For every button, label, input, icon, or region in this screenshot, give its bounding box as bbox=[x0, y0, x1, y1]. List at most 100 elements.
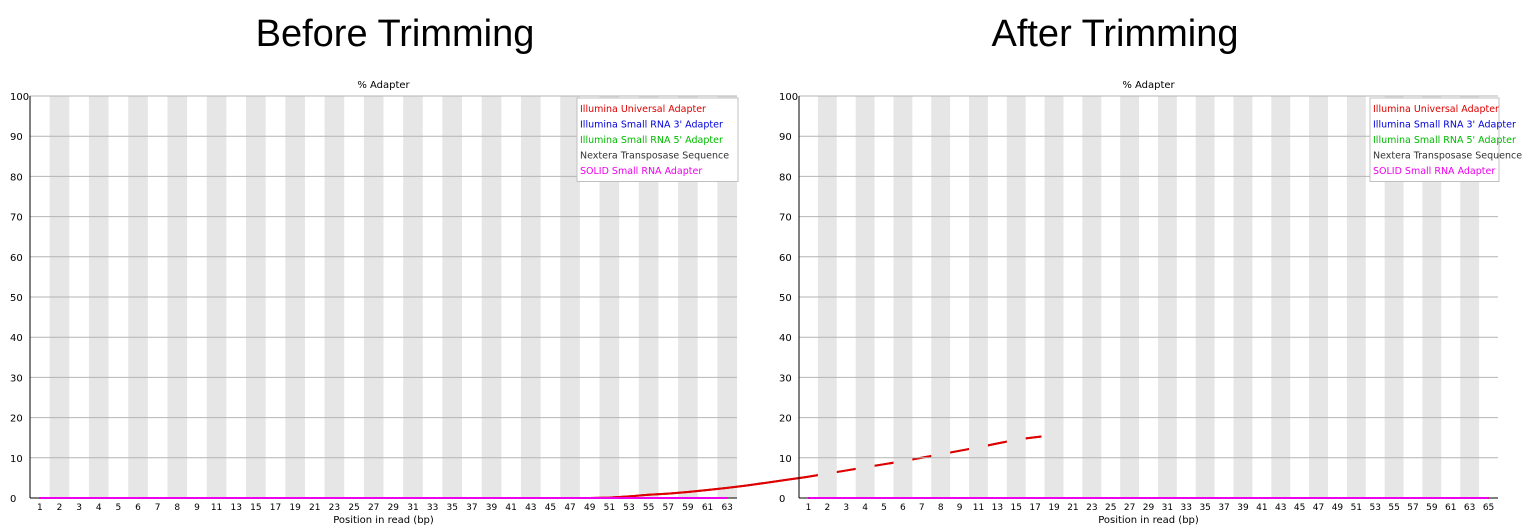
x-tick-label: 3 bbox=[76, 503, 82, 513]
chart-title: % Adapter bbox=[1122, 80, 1175, 91]
legend-entry: Illumina Small RNA 5' Adapter bbox=[1373, 135, 1516, 146]
y-tick-label: 50 bbox=[10, 293, 23, 304]
x-tick-label: 1 bbox=[37, 503, 43, 513]
x-tick-label: 23 bbox=[329, 503, 340, 513]
x-tick-label: 11 bbox=[973, 503, 984, 513]
legend-entry: SOLID Small RNA Adapter bbox=[1373, 166, 1495, 177]
x-tick-label: 33 bbox=[427, 503, 438, 513]
y-tick-label: 0 bbox=[779, 494, 785, 505]
x-tick-label: 15 bbox=[1011, 503, 1022, 513]
y-tick-label: 50 bbox=[779, 293, 792, 304]
x-tick-label: 25 bbox=[348, 503, 359, 513]
x-tick-label: 49 bbox=[584, 503, 596, 513]
x-axis-label: Position in read (bp) bbox=[1098, 515, 1199, 525]
x-tick-label: 2 bbox=[57, 503, 63, 513]
x-tick-label: 33 bbox=[1181, 503, 1192, 513]
x-tick-label: 5 bbox=[881, 503, 887, 513]
x-tick-label: 31 bbox=[407, 503, 418, 513]
y-tick-label: 70 bbox=[10, 213, 23, 224]
x-tick-label: 51 bbox=[1351, 503, 1362, 513]
x-tick-label: 13 bbox=[992, 503, 1003, 513]
x-tick-label: 7 bbox=[919, 503, 925, 513]
x-tick-label: 47 bbox=[1313, 503, 1324, 513]
x-tick-label: 9 bbox=[957, 503, 963, 513]
y-tick-label: 30 bbox=[10, 373, 23, 384]
y-tick-label: 80 bbox=[779, 172, 792, 183]
y-tick-label: 10 bbox=[779, 454, 792, 465]
x-tick-label: 47 bbox=[564, 503, 575, 513]
legend-entry: Illumina Universal Adapter bbox=[580, 104, 706, 115]
x-tick-label: 59 bbox=[682, 503, 694, 513]
x-tick-label: 5 bbox=[116, 503, 122, 513]
y-tick-label: 30 bbox=[779, 373, 792, 384]
x-tick-label: 55 bbox=[643, 503, 654, 513]
y-tick-label: 0 bbox=[10, 494, 16, 505]
y-tick-label: 90 bbox=[779, 132, 792, 143]
x-tick-label: 17 bbox=[1029, 503, 1040, 513]
x-tick-label: 53 bbox=[1369, 503, 1380, 513]
x-tick-label: 65 bbox=[1483, 503, 1494, 513]
y-tick-label: 60 bbox=[10, 253, 23, 264]
x-tick-label: 9 bbox=[194, 503, 200, 513]
x-tick-label: 45 bbox=[1294, 503, 1305, 513]
x-tick-label: 27 bbox=[1124, 503, 1135, 513]
x-tick-label: 63 bbox=[721, 503, 732, 513]
x-tick-label: 25 bbox=[1105, 503, 1116, 513]
y-tick-label: 20 bbox=[10, 414, 23, 425]
x-tick-label: 31 bbox=[1162, 503, 1173, 513]
panel-heading-before: Before Trimming bbox=[255, 13, 535, 55]
x-tick-label: 61 bbox=[702, 503, 713, 513]
x-tick-label: 27 bbox=[368, 503, 379, 513]
legend-entry: Illumina Small RNA 5' Adapter bbox=[580, 135, 723, 146]
y-tick-label: 100 bbox=[10, 92, 29, 103]
x-tick-label: 19 bbox=[1048, 503, 1060, 513]
y-tick-label: 60 bbox=[779, 253, 792, 264]
y-tick-label: 40 bbox=[779, 333, 792, 344]
x-tick-label: 39 bbox=[486, 503, 498, 513]
legend-entry: Nextera Transposase Sequence bbox=[580, 151, 729, 162]
x-tick-label: 53 bbox=[623, 503, 634, 513]
x-tick-label: 55 bbox=[1388, 503, 1399, 513]
x-tick-label: 45 bbox=[545, 503, 556, 513]
x-tick-label: 2 bbox=[824, 503, 830, 513]
x-tick-label: 17 bbox=[270, 503, 281, 513]
x-tick-label: 6 bbox=[135, 503, 141, 513]
x-tick-label: 49 bbox=[1332, 503, 1344, 513]
x-tick-label: 61 bbox=[1445, 503, 1456, 513]
legend-entry: Illumina Universal Adapter bbox=[1373, 104, 1499, 115]
y-tick-label: 40 bbox=[10, 333, 23, 344]
y-tick-label: 100 bbox=[779, 92, 798, 103]
chart-title: % Adapter bbox=[357, 80, 410, 91]
x-tick-label: 4 bbox=[96, 503, 102, 513]
x-tick-label: 4 bbox=[862, 503, 868, 513]
x-tick-label: 37 bbox=[466, 503, 477, 513]
x-tick-label: 57 bbox=[663, 503, 674, 513]
legend-entry: SOLID Small RNA Adapter bbox=[580, 166, 702, 177]
panel-heading-after: After Trimming bbox=[991, 13, 1239, 55]
x-tick-label: 37 bbox=[1218, 503, 1229, 513]
legend-entry: Illumina Small RNA 3' Adapter bbox=[580, 120, 723, 131]
y-tick-label: 10 bbox=[10, 454, 23, 465]
x-tick-label: 1 bbox=[806, 503, 812, 513]
y-tick-label: 70 bbox=[779, 213, 792, 224]
legend-box bbox=[1369, 97, 1500, 182]
x-tick-label: 21 bbox=[1067, 503, 1078, 513]
y-tick-label: 80 bbox=[10, 172, 23, 183]
y-tick-label: 90 bbox=[10, 132, 23, 143]
x-tick-label: 13 bbox=[230, 503, 241, 513]
x-tick-label: 41 bbox=[505, 503, 516, 513]
x-axis-label: Position in read (bp) bbox=[333, 515, 434, 525]
x-tick-label: 8 bbox=[938, 503, 944, 513]
x-tick-label: 6 bbox=[900, 503, 906, 513]
y-tick-label: 20 bbox=[779, 414, 792, 425]
x-tick-label: 35 bbox=[447, 503, 458, 513]
x-tick-label: 43 bbox=[1275, 503, 1286, 513]
x-tick-label: 23 bbox=[1086, 503, 1097, 513]
legend-box bbox=[576, 97, 739, 182]
x-tick-label: 57 bbox=[1407, 503, 1418, 513]
x-tick-label: 51 bbox=[604, 503, 615, 513]
x-tick-label: 29 bbox=[1143, 503, 1155, 513]
x-tick-label: 39 bbox=[1237, 503, 1249, 513]
